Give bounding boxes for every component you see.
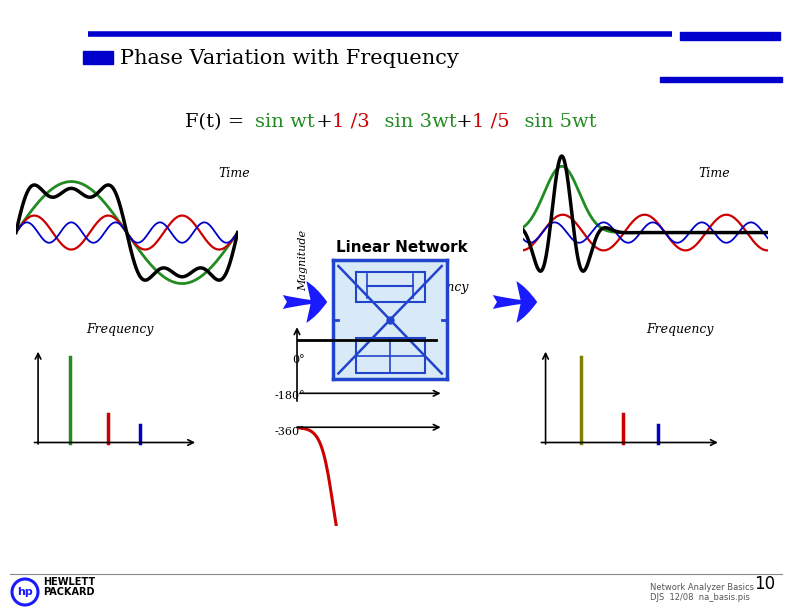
- Text: Time: Time: [218, 167, 249, 180]
- Bar: [660, 77, 782, 82]
- Bar: [356, 338, 425, 373]
- Text: Network Analyzer Basics: Network Analyzer Basics: [650, 583, 754, 592]
- Text: 10: 10: [755, 575, 775, 593]
- Text: DJS  12/08  na_basis.pis: DJS 12/08 na_basis.pis: [650, 594, 750, 602]
- Text: 1 /5: 1 /5: [472, 113, 509, 131]
- Text: sin wt: sin wt: [255, 113, 314, 131]
- Text: hp: hp: [17, 587, 33, 597]
- Text: -180°: -180°: [274, 391, 305, 401]
- Bar: [680, 32, 780, 40]
- Text: sin 3wt: sin 3wt: [372, 113, 457, 131]
- Text: Phase Variation with Frequency: Phase Variation with Frequency: [120, 48, 459, 67]
- Text: PACKARD: PACKARD: [43, 587, 94, 597]
- Text: +: +: [310, 113, 339, 131]
- Text: +: +: [450, 113, 479, 131]
- Text: F(t) =: F(t) =: [185, 113, 250, 131]
- Text: Linear Network: Linear Network: [336, 239, 468, 255]
- Bar: [83, 51, 113, 64]
- Text: HEWLETT: HEWLETT: [43, 577, 95, 587]
- Text: Frequency: Frequency: [86, 323, 154, 335]
- Text: Frequency: Frequency: [646, 323, 714, 335]
- Text: Frequency: Frequency: [402, 280, 469, 294]
- Text: 1 /3: 1 /3: [332, 113, 370, 131]
- Text: sin 5wt: sin 5wt: [512, 113, 596, 131]
- Bar: [356, 272, 425, 302]
- Text: -360°: -360°: [274, 427, 305, 437]
- Text: Time: Time: [698, 167, 729, 180]
- Text: 0°: 0°: [292, 355, 305, 365]
- Text: Magnitude: Magnitude: [298, 230, 308, 291]
